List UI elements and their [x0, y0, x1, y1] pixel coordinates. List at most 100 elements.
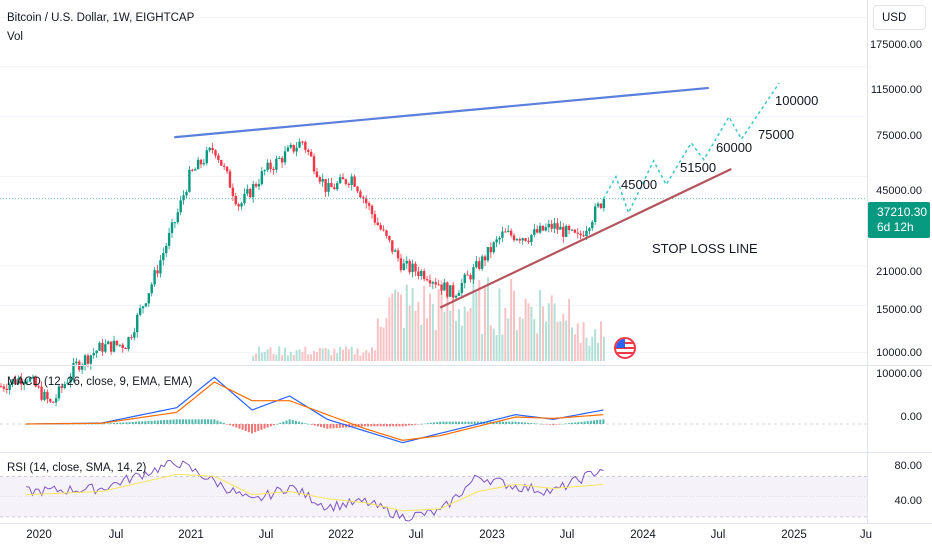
pane-separator-rsi[interactable] — [0, 452, 932, 453]
candle-body — [147, 293, 151, 304]
macd-histogram-bar — [181, 419, 184, 424]
macd-histogram-bar — [473, 421, 476, 424]
candle-body — [66, 382, 69, 385]
candle-body — [495, 239, 498, 243]
macd-histogram-bar — [423, 423, 426, 425]
candle-body — [83, 355, 87, 365]
candle-body — [541, 225, 545, 231]
candle-body — [133, 332, 136, 338]
candle-body — [579, 233, 582, 236]
volume-bar — [304, 346, 307, 361]
macd-histogram-bar — [401, 424, 404, 427]
macd-signal-line — [26, 381, 604, 441]
macd-histogram-bar — [128, 422, 131, 424]
volume-bar — [599, 321, 602, 361]
macd-histogram-bar — [106, 423, 109, 424]
macd-histogram-bar — [87, 423, 90, 425]
volume-bar — [269, 347, 272, 361]
time-tick: Jul — [408, 529, 424, 541]
candle-body — [118, 344, 122, 346]
candle-body — [480, 256, 484, 269]
volume-bar — [405, 284, 408, 361]
symbol-legend[interactable]: Bitcoin / U.S. Dollar, 1W, EIGHTCAP — [7, 12, 195, 24]
volume-bar — [289, 351, 292, 361]
macd-histogram-bar — [150, 420, 153, 424]
candle-body — [599, 203, 603, 209]
candle-body — [31, 377, 35, 379]
macd-histogram-bar — [25, 424, 28, 425]
candle-body — [483, 256, 487, 261]
macd-histogram-bar — [156, 420, 159, 424]
macd-histogram-bar — [523, 422, 526, 424]
macd-histogram-bar — [370, 424, 373, 427]
price-tick: 75000.00 — [876, 130, 922, 142]
macd-legend[interactable]: MACD (12, 26, close, 9, EMA, EMA) — [7, 376, 193, 388]
macd-histogram-bar — [94, 423, 97, 425]
macd-histogram-bar — [191, 419, 194, 424]
volume-bar — [576, 323, 579, 361]
volume-bar — [455, 320, 458, 361]
macd-histogram-bar — [210, 419, 213, 424]
macd-histogram-bar — [326, 424, 329, 429]
us-flag-icon[interactable] — [614, 337, 636, 359]
candle-body — [228, 171, 232, 188]
candle-body — [393, 250, 397, 252]
candle-body — [269, 162, 272, 169]
rsi-legend[interactable]: RSI (14, close, SMA, 14, 2) — [7, 462, 147, 474]
candle-body — [14, 379, 17, 385]
projection-path — [602, 82, 780, 215]
time-tick: 2022 — [328, 529, 354, 541]
macd-histogram-bar — [272, 424, 275, 426]
macd-histogram-bar — [244, 424, 247, 431]
macd-histogram-bar — [304, 423, 307, 424]
macd-line — [26, 376, 604, 444]
rsi-line — [26, 459, 604, 522]
volume-bar — [379, 326, 382, 361]
candle-body — [591, 221, 594, 229]
candle-body — [414, 263, 417, 272]
macd-histogram-bar — [552, 424, 555, 425]
candle-body — [443, 282, 446, 291]
macd-histogram-bar — [498, 421, 501, 424]
macd-histogram-bar — [373, 424, 376, 427]
volume-bar — [307, 354, 310, 361]
currency-button[interactable]: USD — [873, 5, 926, 30]
candle-body — [422, 271, 426, 280]
candle-body — [57, 386, 61, 399]
volume-bar — [486, 277, 489, 361]
macd-histogram-bar — [335, 424, 338, 429]
macd-histogram-bar — [225, 424, 228, 425]
pane-separator-macd[interactable] — [0, 365, 932, 366]
macd-histogram-bar — [360, 424, 363, 427]
macd-histogram-bar — [291, 420, 294, 424]
candle-body — [509, 230, 513, 236]
macd-histogram-bar — [545, 424, 548, 425]
candle-body — [463, 274, 466, 283]
candle-body — [217, 155, 220, 160]
candle-body — [304, 141, 307, 150]
macd-histogram-bar — [495, 421, 498, 424]
macd-histogram-bar — [411, 424, 414, 426]
candle-body — [37, 386, 40, 388]
macd-histogram-bar — [160, 420, 163, 424]
candle-body — [280, 158, 284, 163]
macd-histogram-bar — [131, 421, 134, 424]
time-tick: 2024 — [630, 529, 656, 541]
volume-bar — [466, 311, 469, 361]
volume-bar — [370, 347, 373, 361]
candle-body — [486, 247, 490, 261]
volume-bar — [559, 321, 562, 361]
candle-body — [498, 237, 501, 240]
candle-body — [298, 141, 301, 148]
macd-histogram-bar — [583, 421, 586, 424]
macd-histogram-bar — [589, 420, 592, 424]
target-label-51500: 51500 — [680, 160, 717, 175]
candle-body — [167, 232, 171, 246]
volume-legend[interactable]: Vol — [7, 31, 23, 43]
macd-histogram-bar — [229, 424, 232, 426]
candle-body — [399, 258, 403, 271]
macd-histogram-bar — [153, 420, 156, 424]
macd-histogram-bar — [442, 421, 445, 424]
volume-bar — [298, 349, 301, 361]
